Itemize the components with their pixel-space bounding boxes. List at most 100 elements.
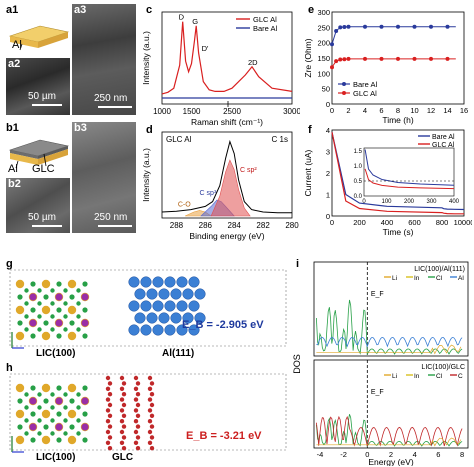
zre-point	[363, 56, 367, 61]
cl-atom	[37, 327, 42, 332]
c-atom	[135, 381, 141, 386]
scale-text-b2: 50 µm	[28, 212, 56, 223]
al-atom	[152, 276, 164, 288]
zre-xtick: 2	[346, 106, 350, 115]
c-atom	[149, 381, 155, 386]
zre-point	[338, 25, 343, 30]
current-xtick: 200	[353, 218, 366, 227]
zre-point	[334, 29, 339, 34]
xps-xtick: 288	[170, 221, 184, 230]
c-atom	[119, 429, 125, 435]
c-atom	[135, 435, 141, 440]
dos-chart: DOS LIC(100)/Al(111) Li In Cl Al E_F LIC(100)/G…	[292, 261, 469, 466]
raman-legend-label: Bare Al	[253, 24, 278, 33]
al-atom	[170, 312, 182, 324]
lic-atom	[15, 279, 25, 289]
zre-xtick: 0	[330, 106, 334, 115]
lic-atom	[30, 411, 36, 417]
al-atom	[188, 276, 200, 288]
zre-legend-marker	[342, 82, 346, 86]
lic-atom	[30, 437, 36, 443]
current-legend-label: Bare Al	[432, 134, 455, 141]
cl-atom	[76, 327, 81, 332]
zre-xtick: 10	[410, 106, 418, 115]
c-atom	[105, 386, 111, 391]
al-atom	[176, 300, 188, 312]
al-atom	[170, 288, 182, 300]
cl-atom	[24, 314, 29, 319]
zre-point	[330, 42, 334, 47]
c-atom	[105, 429, 111, 435]
raman-xtick: 2500	[223, 107, 241, 116]
inset-xtick: 300	[426, 199, 437, 205]
cl-atom	[81, 423, 89, 431]
cl-atom	[55, 397, 63, 405]
dos-subplot-title: LIC(100)/GLC	[421, 364, 465, 371]
current-ytick: 2	[326, 169, 330, 178]
al-atom	[140, 300, 152, 312]
xps-label-co: C-O	[178, 201, 191, 208]
lic-atom	[56, 411, 62, 417]
g-binding-energy: E_B = -2.905 eV	[182, 319, 264, 331]
zre-xtick: 16	[460, 106, 468, 115]
xps-annotation: C 1s	[272, 135, 288, 144]
cl-atom	[76, 405, 81, 410]
current-legend-label: GLC Al	[432, 142, 455, 149]
cl-atom	[37, 314, 42, 319]
raman-peak-label: D	[179, 13, 185, 22]
dos-frame	[313, 359, 469, 449]
current-frame	[331, 129, 465, 217]
dos-ylabel: DOS	[292, 354, 302, 374]
cell-boundary	[9, 373, 287, 451]
lic-atom	[43, 424, 49, 430]
cl-atom	[63, 392, 68, 397]
impedance-chart: 0 2 4 6 8 10 12 14 16 0 50 100 150 200 250 300 Time (h) Z…	[304, 8, 468, 125]
xps-envelope	[161, 139, 292, 214]
scale-text-a3: 250 nm	[94, 93, 128, 104]
inset-xtick: 0	[362, 199, 366, 205]
dos-xlabel: Energy (eV)	[368, 457, 414, 466]
panel-label-a2: a2	[8, 58, 21, 70]
cl-atom	[29, 397, 37, 405]
c-atom	[135, 413, 141, 418]
panel-label-b2: b2	[8, 178, 21, 190]
lic-atom	[43, 320, 49, 326]
c-atom	[107, 413, 113, 418]
fermi-label: E_F	[371, 291, 384, 298]
dos-legend-label: Cl	[436, 373, 443, 380]
cl-atom	[24, 301, 29, 306]
raman-xlabel: Raman shift (cm⁻¹)	[191, 117, 263, 127]
c-atom	[133, 440, 139, 445]
cl-atom	[37, 431, 42, 436]
dos-legend-label: In	[414, 373, 420, 380]
c-atom	[149, 446, 155, 451]
lic-atom	[56, 333, 62, 339]
lic-atom	[15, 331, 25, 341]
cl-atom	[50, 314, 55, 319]
al-atom	[146, 288, 158, 300]
xps-label-csp2: C sp²	[240, 167, 257, 174]
dos-cl-curve	[316, 299, 463, 356]
dos-cl-curve	[316, 414, 463, 448]
panel-label-a3: a3	[74, 4, 87, 16]
c-atom	[133, 386, 139, 391]
lic-atom	[69, 320, 75, 326]
panel-label-e: e	[308, 4, 315, 16]
c-atom	[121, 381, 127, 386]
zre-point	[342, 25, 347, 30]
dos-legend-label: C	[458, 373, 463, 380]
inset-xtick: 100	[381, 199, 392, 205]
zre-line-0	[331, 26, 456, 45]
raman-series-glc	[161, 21, 293, 95]
al-atom	[158, 288, 170, 300]
panel-label-b1: b1	[6, 122, 19, 134]
cl-atom	[37, 392, 42, 397]
al-atom	[140, 276, 152, 288]
zre-point	[379, 24, 384, 29]
al-atom	[152, 300, 164, 312]
raman-xtick: 3000	[283, 107, 300, 116]
lic-atom	[67, 331, 77, 341]
c-atom	[147, 419, 153, 424]
